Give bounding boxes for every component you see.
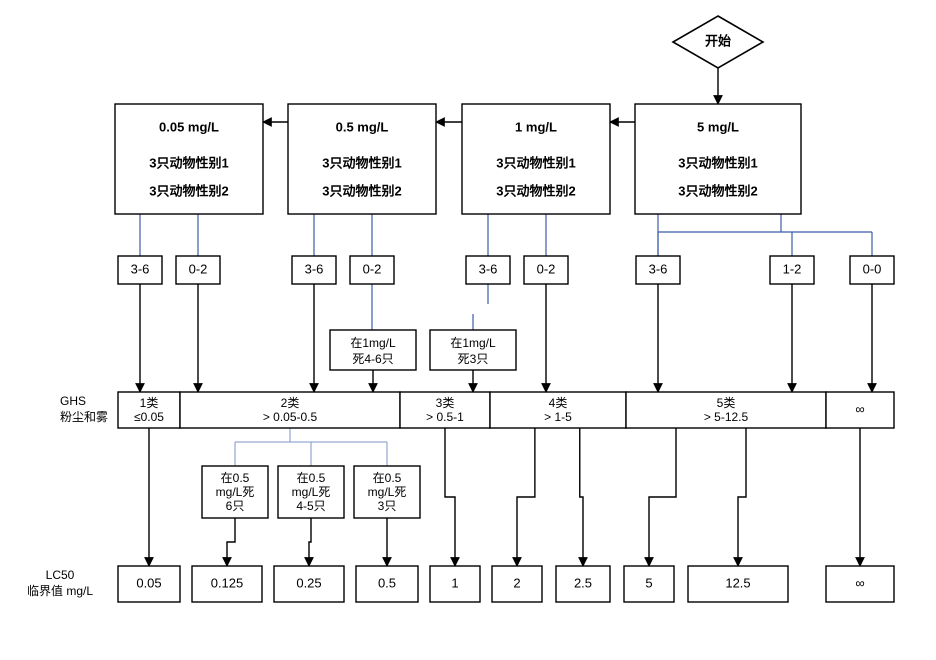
svg-text:在1mg/L: 在1mg/L bbox=[450, 336, 496, 350]
svg-text:mg/L死: mg/L死 bbox=[292, 485, 331, 499]
svg-text:在0.5: 在0.5 bbox=[297, 471, 326, 485]
flowchart-canvas: 开始 0.05 mg/L 3只动物性别1 3只动物性别2 0.5 mg/L 3只动物性别1… bbox=[0, 0, 936, 660]
svg-text:3只动物性别2: 3只动物性别2 bbox=[322, 183, 401, 198]
svg-text:3只动物性别2: 3只动物性别2 bbox=[496, 183, 575, 198]
svg-text:粉尘和雾: 粉尘和雾 bbox=[60, 410, 108, 424]
svg-text:> 0.5-1: > 0.5-1 bbox=[426, 410, 464, 424]
svg-text:5 mg/L: 5 mg/L bbox=[697, 119, 739, 134]
svg-text:3只动物性别1: 3只动物性别1 bbox=[678, 155, 757, 170]
svg-text:0-2: 0-2 bbox=[537, 261, 556, 276]
svg-text:0.05 mg/L: 0.05 mg/L bbox=[159, 119, 219, 134]
svg-text:开始: 开始 bbox=[705, 33, 731, 48]
svg-text:LC50: LC50 bbox=[46, 568, 75, 582]
svg-text:0-0: 0-0 bbox=[863, 261, 882, 276]
svg-text:3只动物性别2: 3只动物性别2 bbox=[149, 183, 228, 198]
svg-text:3只: 3只 bbox=[378, 499, 397, 513]
svg-text:1 mg/L: 1 mg/L bbox=[515, 119, 557, 134]
svg-text:3-6: 3-6 bbox=[131, 261, 150, 276]
svg-text:mg/L死: mg/L死 bbox=[368, 485, 407, 499]
svg-text:0.25: 0.25 bbox=[296, 575, 321, 590]
svg-text:≤0.05: ≤0.05 bbox=[134, 410, 164, 424]
svg-text:3-6: 3-6 bbox=[649, 261, 668, 276]
svg-text:4-5只: 4-5只 bbox=[296, 499, 325, 513]
svg-text:3-6: 3-6 bbox=[305, 261, 324, 276]
svg-text:3只动物性别2: 3只动物性别2 bbox=[678, 183, 757, 198]
svg-text:1类: 1类 bbox=[140, 396, 159, 410]
svg-text:3类: 3类 bbox=[436, 396, 455, 410]
svg-text:0-2: 0-2 bbox=[189, 261, 208, 276]
svg-text:0.125: 0.125 bbox=[211, 575, 244, 590]
svg-text:2类: 2类 bbox=[281, 396, 300, 410]
svg-text:在0.5: 在0.5 bbox=[373, 471, 402, 485]
svg-text:mg/L死: mg/L死 bbox=[216, 485, 255, 499]
svg-text:4类: 4类 bbox=[549, 396, 568, 410]
svg-text:在0.5: 在0.5 bbox=[221, 471, 250, 485]
svg-text:3-6: 3-6 bbox=[479, 261, 498, 276]
svg-text:> 5-12.5: > 5-12.5 bbox=[704, 410, 749, 424]
svg-text:死3只: 死3只 bbox=[458, 352, 489, 366]
svg-text:0.5: 0.5 bbox=[378, 575, 396, 590]
svg-text:1-2: 1-2 bbox=[783, 261, 802, 276]
svg-text:> 0.05-0.5: > 0.05-0.5 bbox=[263, 410, 318, 424]
svg-text:6只: 6只 bbox=[226, 499, 245, 513]
svg-text:∞: ∞ bbox=[855, 575, 864, 590]
svg-text:在1mg/L: 在1mg/L bbox=[350, 336, 396, 350]
svg-text:5类: 5类 bbox=[717, 396, 736, 410]
svg-text:2: 2 bbox=[513, 575, 520, 590]
svg-text:3只动物性别1: 3只动物性别1 bbox=[149, 155, 228, 170]
svg-text:5: 5 bbox=[645, 575, 652, 590]
svg-text:∞: ∞ bbox=[855, 401, 864, 416]
svg-text:3只动物性别1: 3只动物性别1 bbox=[322, 155, 401, 170]
svg-text:GHS: GHS bbox=[60, 394, 86, 408]
svg-text:1: 1 bbox=[451, 575, 458, 590]
svg-text:0-2: 0-2 bbox=[363, 261, 382, 276]
svg-text:0.05: 0.05 bbox=[136, 575, 161, 590]
svg-text:3只动物性别1: 3只动物性别1 bbox=[496, 155, 575, 170]
nodes-layer: 开始 0.05 mg/L 3只动物性别1 3只动物性别2 0.5 mg/L 3只动物性别1… bbox=[27, 16, 894, 602]
svg-text:死4-6只: 死4-6只 bbox=[352, 352, 393, 366]
svg-text:0.5 mg/L: 0.5 mg/L bbox=[336, 119, 389, 134]
svg-text:2.5: 2.5 bbox=[574, 575, 592, 590]
svg-text:临界值 mg/L: 临界值 mg/L bbox=[27, 583, 93, 598]
svg-text:> 1-5: > 1-5 bbox=[544, 410, 572, 424]
svg-text:12.5: 12.5 bbox=[725, 575, 750, 590]
